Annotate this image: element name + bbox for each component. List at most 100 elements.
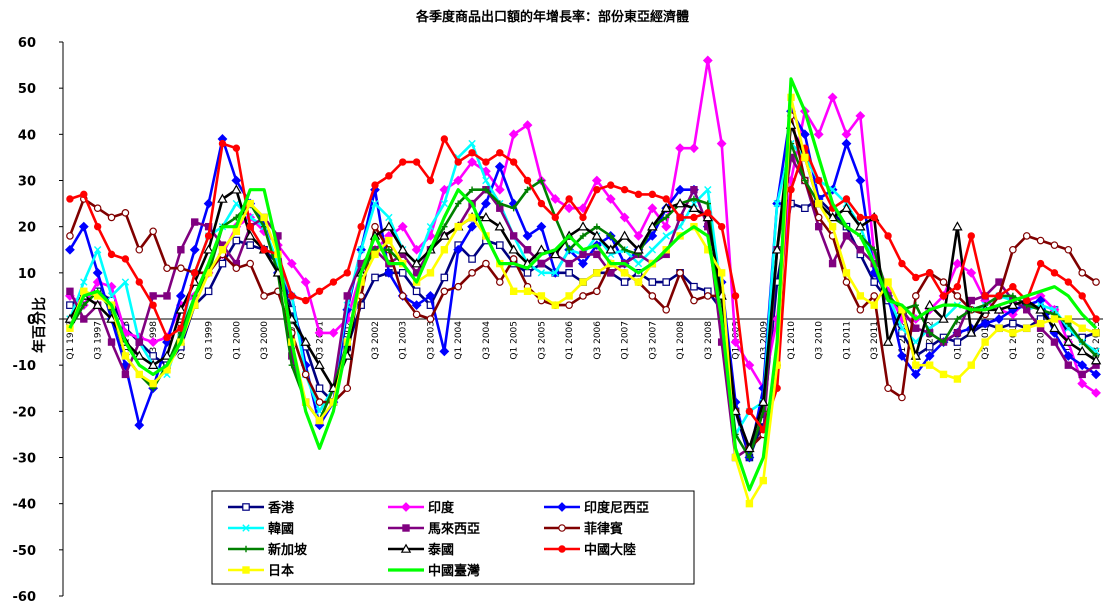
y-tick-label: 50 xyxy=(18,82,36,97)
y-tick-label: -40 xyxy=(13,498,37,513)
data-point xyxy=(412,287,421,296)
data-point xyxy=(1091,387,1101,398)
data-point xyxy=(758,396,769,406)
data-point xyxy=(661,221,672,232)
data-point xyxy=(593,186,601,194)
x-tick-label: Q3 2003 xyxy=(426,321,436,360)
data-point xyxy=(953,282,962,291)
data-point xyxy=(939,292,948,300)
data-point xyxy=(357,222,365,231)
data-point xyxy=(745,499,754,508)
data-point xyxy=(468,255,476,263)
data-point xyxy=(246,222,254,231)
data-point xyxy=(787,186,795,194)
data-point xyxy=(662,305,671,314)
data-point xyxy=(78,221,89,232)
data-point xyxy=(508,129,519,140)
legend-item: 香港 xyxy=(228,500,295,516)
data-point xyxy=(841,129,852,140)
data-point xyxy=(607,181,615,189)
y-tick-label: -30 xyxy=(13,452,37,467)
data-point xyxy=(647,221,658,231)
data-point xyxy=(579,232,587,240)
data-point xyxy=(1009,292,1017,300)
data-point xyxy=(400,543,412,553)
data-point xyxy=(1009,282,1017,291)
data-point xyxy=(871,246,878,253)
data-point xyxy=(633,244,644,254)
data-point xyxy=(495,278,504,286)
data-point xyxy=(855,175,866,186)
data-point xyxy=(92,267,103,278)
data-point xyxy=(163,264,171,273)
data-point xyxy=(815,199,823,208)
data-point xyxy=(371,250,379,259)
data-point xyxy=(841,202,852,212)
data-point xyxy=(939,370,948,379)
data-point xyxy=(468,269,476,277)
y-tick-label: -10 xyxy=(13,359,37,374)
data-point xyxy=(231,184,242,194)
data-point xyxy=(425,291,436,301)
data-point xyxy=(65,244,75,255)
data-point xyxy=(440,135,449,143)
data-point xyxy=(510,205,517,212)
data-point xyxy=(218,246,227,254)
y-axis-label: 年百分比 xyxy=(31,297,48,353)
data-point xyxy=(163,292,171,300)
data-point xyxy=(771,244,783,254)
y-tick-label: 40 xyxy=(18,128,36,143)
data-point xyxy=(550,194,561,204)
data-point xyxy=(440,199,449,208)
data-point xyxy=(1078,370,1086,379)
data-point xyxy=(385,246,393,253)
data-point xyxy=(565,292,573,300)
data-point xyxy=(121,278,130,286)
x-tick-label: Q3 2010 xyxy=(815,321,825,360)
legend-label: 菲律賓 xyxy=(584,521,623,537)
data-point xyxy=(537,292,546,300)
data-point xyxy=(315,416,324,425)
data-point xyxy=(149,301,157,309)
x-tick-label: Q3 2011 xyxy=(870,321,880,360)
data-point xyxy=(898,393,906,402)
data-point xyxy=(385,236,393,245)
data-point xyxy=(1092,315,1100,323)
data-point xyxy=(966,327,977,337)
data-point xyxy=(939,278,948,286)
data-point xyxy=(619,212,630,223)
x-tick-label: Q3 2009 xyxy=(759,321,769,360)
data-point xyxy=(1050,269,1059,277)
series-line xyxy=(68,142,1097,436)
data-point xyxy=(232,144,241,152)
data-point xyxy=(717,269,726,277)
data-point xyxy=(134,420,145,431)
legend-label: 印度尼西亞 xyxy=(584,500,649,516)
data-point xyxy=(980,318,991,329)
x-tick-label: Q3 2002 xyxy=(371,321,381,360)
data-point xyxy=(591,230,603,240)
data-point xyxy=(412,158,421,166)
legend-label: 香港 xyxy=(267,500,295,516)
x-tick-label: Q3 2012 xyxy=(926,321,936,360)
data-point xyxy=(162,337,172,347)
data-point xyxy=(509,287,518,296)
x-tick-label: Q3 2006 xyxy=(593,321,603,360)
data-point xyxy=(702,55,713,66)
data-point xyxy=(315,398,324,406)
data-point xyxy=(690,213,698,222)
data-point xyxy=(620,269,629,277)
x-tick-label: Q1 2005 xyxy=(510,321,520,360)
data-point xyxy=(135,245,144,254)
data-point xyxy=(177,246,185,254)
data-point xyxy=(994,314,1004,324)
data-point xyxy=(801,204,809,213)
data-point xyxy=(496,200,503,207)
data-point xyxy=(856,213,865,222)
data-point xyxy=(161,350,173,360)
data-point xyxy=(565,301,573,309)
data-point xyxy=(1079,338,1086,346)
legend-item: 馬來西亞 xyxy=(388,521,480,537)
data-point xyxy=(814,213,823,222)
data-point xyxy=(1078,324,1086,332)
